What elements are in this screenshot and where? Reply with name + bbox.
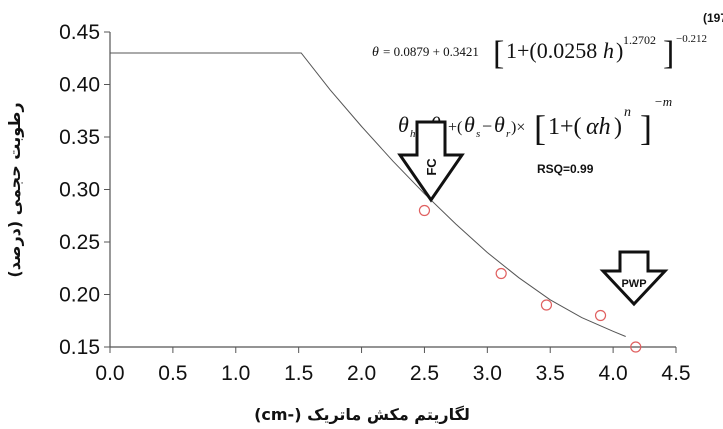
svg-text:n: n (624, 105, 631, 120)
svg-text:αh: αh (586, 114, 611, 140)
x-tick-label: 1.5 (284, 362, 313, 385)
svg-text:s: s (476, 128, 480, 140)
svg-text:+(: +( (448, 119, 462, 136)
observed-point (495, 267, 507, 280)
svg-text:)×: )× (511, 119, 525, 136)
svg-text:r: r (506, 128, 511, 140)
y-tick-label: 0.45 (59, 21, 100, 44)
x-tick-label: 1.0 (221, 362, 250, 385)
svg-text:]: ] (640, 108, 652, 148)
svg-text:−0.212: −0.212 (676, 33, 707, 45)
observed-point (594, 309, 607, 322)
svg-text:1+(0.0258: 1+(0.0258 (506, 38, 597, 63)
rsq-label: RSQ=0.99 (537, 162, 594, 176)
svg-text:[: [ (493, 35, 504, 72)
svg-text:θ: θ (494, 112, 505, 137)
x-tick-label: 2.5 (410, 362, 439, 385)
svg-text:h: h (603, 38, 614, 63)
x-tick-label: 0.5 (158, 362, 187, 385)
observed-point (630, 341, 642, 353)
svg-text:−: − (482, 116, 492, 136)
svg-text:1.2702: 1.2702 (623, 33, 656, 47)
observed-point (540, 299, 553, 311)
fc-arrow: FC (397, 120, 465, 203)
x-tick-label: 4.0 (599, 362, 628, 385)
fitted-equation: θ = 0.0879 + 0.3421 [ 1+(0.0258 h ) 1.27… (372, 33, 707, 72)
x-tick-label: 3.5 (536, 362, 565, 385)
y-tick-label: 0.40 (59, 74, 100, 97)
svg-text:θ: θ (464, 112, 475, 137)
x-tick-label: 4.5 (661, 362, 690, 385)
svg-text:]: ] (663, 35, 674, 72)
svg-text:[: [ (534, 108, 546, 148)
x-tick-label: 0.0 (95, 362, 124, 385)
y-tick-label: 0.35 (59, 126, 100, 149)
svg-text:h: h (410, 128, 416, 140)
x-axis-title: لگاریتم مکش ماتریک (-cm) (254, 405, 470, 424)
y-tick-label: 0.30 (59, 179, 100, 202)
pwp-label: PWP (621, 278, 646, 290)
x-tick-label: 2.0 (347, 362, 376, 385)
svg-text:= 0.0879 + 0.3421: = 0.0879 + 0.3421 (383, 44, 479, 59)
svg-text:θ: θ (372, 45, 379, 60)
y-axis-title: رطوبت حجمی (درصد) (5, 102, 24, 277)
svg-text:θ: θ (398, 112, 409, 137)
x-tick-label: 3.0 (473, 362, 502, 385)
svg-text:−m: −m (654, 94, 672, 109)
svg-text:1+(: 1+( (548, 114, 582, 140)
y-tick-label: 0.15 (59, 336, 100, 359)
svg-text:): ) (616, 38, 623, 63)
model-title: مدل ون گنوختن- معلم (1976) (703, 10, 723, 26)
fitted-curve (110, 52, 626, 337)
svg-text:): ) (614, 114, 622, 140)
pwp-arrow: PWP (599, 250, 669, 307)
fc-label: FC (424, 158, 439, 176)
y-tick-label: 0.25 (59, 231, 100, 254)
y-tick-label: 0.20 (59, 284, 100, 307)
observed-point (418, 204, 431, 217)
